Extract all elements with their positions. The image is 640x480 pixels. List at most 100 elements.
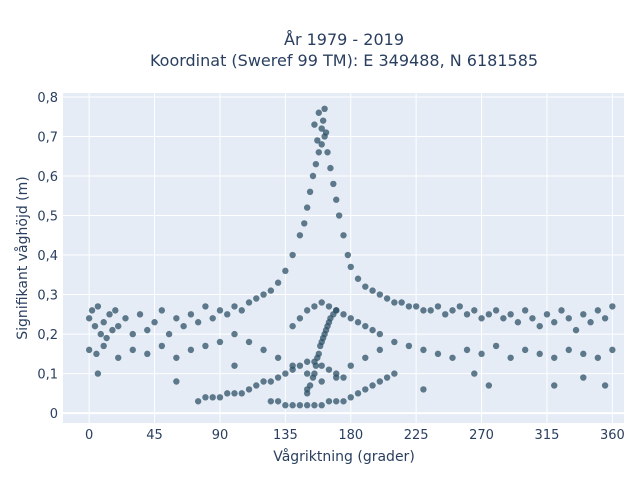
data-point — [318, 362, 325, 369]
data-point — [97, 330, 104, 338]
data-point — [427, 307, 434, 314]
data-point — [412, 303, 420, 310]
data-point — [311, 121, 318, 128]
x-tick-label: 135 — [273, 428, 298, 443]
data-point — [100, 319, 107, 326]
data-point — [449, 354, 456, 361]
y-tick-label: 0 — [50, 407, 58, 422]
data-point — [187, 311, 195, 318]
data-point — [260, 291, 267, 298]
data-point — [449, 307, 456, 314]
data-point — [485, 382, 493, 389]
data-point — [274, 279, 282, 286]
data-point — [362, 386, 369, 393]
data-point — [325, 366, 333, 373]
data-point — [93, 350, 100, 358]
y-tick-label: 0,5 — [37, 210, 58, 225]
data-point — [354, 275, 362, 282]
data-point — [318, 125, 325, 132]
data-point — [383, 374, 391, 381]
x-tick-labels: 0 45 90 135 180 225 270 315 360 — [85, 428, 625, 443]
data-point — [362, 322, 369, 330]
data-point — [202, 394, 209, 401]
x-axis-title: Vågriktning (grader) — [273, 448, 415, 465]
data-point — [296, 232, 304, 239]
data-point — [106, 311, 113, 318]
data-point — [91, 322, 99, 330]
data-point — [471, 307, 478, 314]
data-point — [85, 346, 93, 354]
data-point — [303, 386, 311, 393]
data-point — [158, 307, 166, 314]
data-point — [594, 354, 602, 361]
data-point — [558, 307, 565, 314]
data-point — [609, 346, 616, 354]
data-point — [315, 109, 322, 116]
data-point — [456, 303, 463, 310]
data-point — [274, 398, 282, 405]
data-point — [303, 358, 311, 365]
data-point — [253, 382, 260, 389]
data-point — [303, 204, 311, 211]
data-point — [391, 370, 398, 377]
data-point — [321, 105, 328, 113]
data-point — [333, 307, 340, 314]
data-point — [309, 172, 317, 180]
y-axis-title: Signifikant våghöjd (m) — [14, 176, 31, 339]
y-tick-label: 0,2 — [37, 328, 58, 343]
data-point — [289, 366, 296, 373]
data-point — [209, 315, 216, 322]
data-point — [587, 319, 594, 326]
data-point — [245, 386, 253, 393]
data-point — [318, 378, 325, 385]
data-point — [478, 350, 485, 358]
data-point — [318, 299, 325, 306]
data-point — [194, 398, 202, 405]
y-tick-label: 0,1 — [37, 368, 58, 383]
data-point — [318, 141, 325, 148]
data-point — [325, 303, 333, 310]
data-point — [580, 374, 587, 381]
data-point — [282, 370, 289, 377]
data-point — [601, 315, 609, 322]
x-tick-label: 180 — [338, 428, 363, 443]
data-point — [103, 334, 110, 342]
data-point — [325, 398, 333, 405]
data-point — [85, 315, 93, 322]
data-point — [231, 362, 238, 369]
data-point — [296, 315, 304, 322]
data-point — [187, 346, 195, 354]
data-point — [318, 402, 325, 409]
data-point — [340, 232, 347, 239]
data-point — [194, 319, 202, 326]
x-tick-label: 225 — [404, 428, 429, 443]
data-point — [594, 307, 602, 314]
data-point — [129, 330, 136, 338]
data-point — [391, 338, 398, 346]
data-point — [274, 374, 282, 381]
data-point — [289, 402, 296, 409]
data-point — [333, 196, 340, 203]
data-point — [376, 330, 384, 338]
data-point — [529, 315, 536, 322]
x-tick-label: 270 — [469, 428, 494, 443]
data-point — [340, 398, 347, 405]
chart-title-line-1: År 1979 - 2019 — [284, 30, 404, 49]
data-point — [158, 342, 166, 350]
data-point — [324, 149, 331, 156]
data-point — [306, 188, 314, 196]
data-point — [335, 212, 343, 219]
data-point — [398, 299, 405, 306]
data-point — [514, 319, 522, 326]
data-point — [274, 354, 282, 361]
data-point — [173, 354, 180, 361]
data-point — [312, 362, 320, 369]
data-point — [303, 402, 311, 409]
data-point — [434, 350, 442, 358]
data-point — [311, 402, 318, 409]
data-point — [216, 338, 224, 346]
data-point — [115, 354, 122, 361]
data-point — [231, 303, 238, 310]
data-point — [224, 311, 231, 318]
data-point — [173, 315, 180, 322]
